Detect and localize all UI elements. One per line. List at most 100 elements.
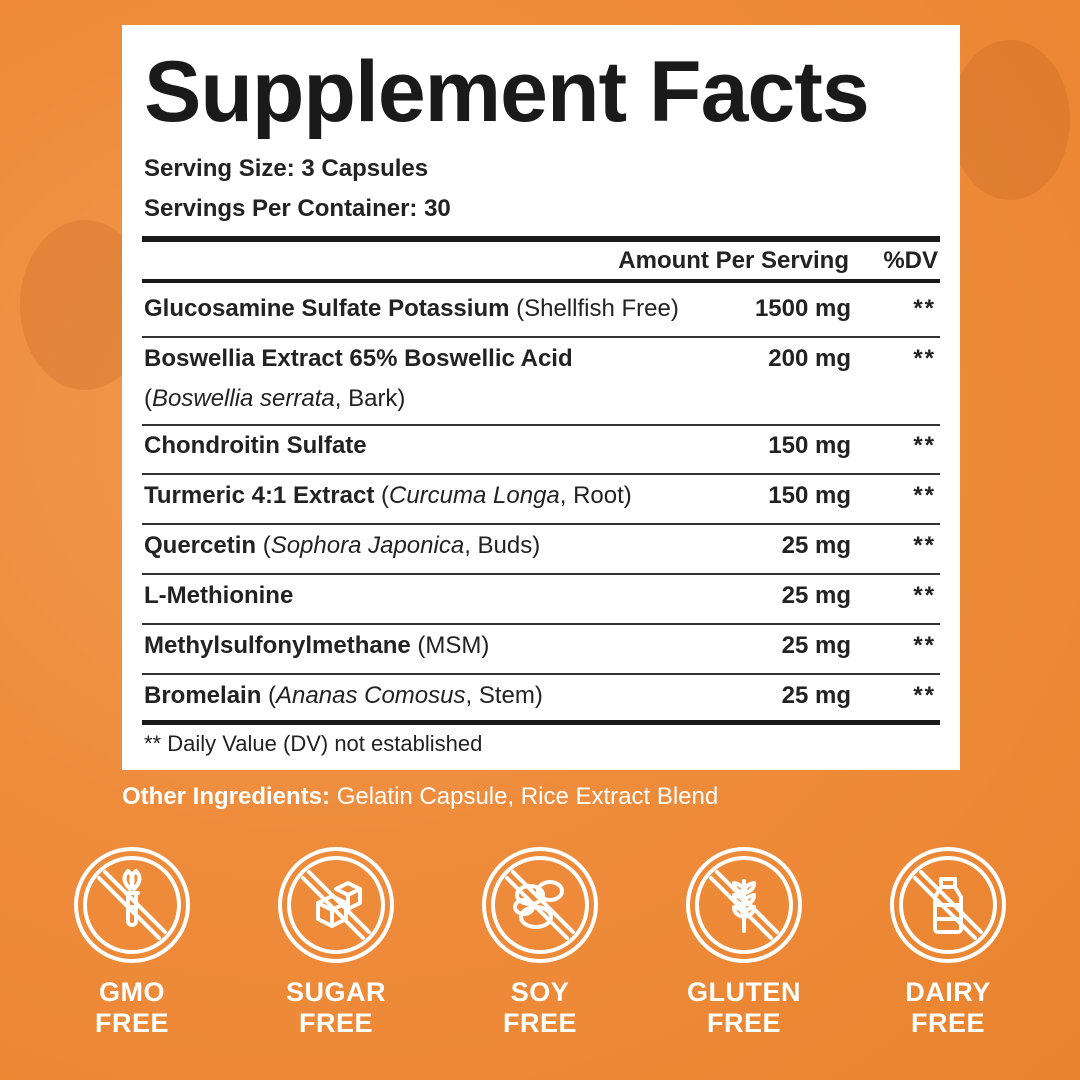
row-divider (142, 573, 940, 575)
servings-per-container: Servings Per Container: 30 (144, 195, 451, 222)
ingredient-dv: ** (913, 532, 936, 559)
badge-line2: FREE (910, 1008, 985, 1038)
ingredient-dv: ** (913, 345, 936, 372)
row-divider (142, 336, 940, 338)
ingredient-detail: , Stem) (465, 682, 543, 709)
ingredient-amount: 25 mg (781, 532, 851, 559)
ingredient-label: Bromelain (Ananas Comosus, Stem) (144, 682, 940, 710)
badge-gluten-free: GLUTEN FREE (679, 845, 809, 1039)
ingredient-row: Quercetin (Sophora Japonica, Buds) 25 mg *… (144, 532, 940, 560)
soy-free-icon (475, 845, 605, 965)
other-ingredients-label: Other Ingredients: (122, 783, 331, 810)
ingredient-amount: 25 mg (781, 582, 851, 609)
ingredient-name: Methylsulfonylmethane (144, 632, 411, 659)
header-dv: %DV (883, 247, 938, 274)
ingredient-source: (Boswellia serrata, Bark) (144, 385, 940, 413)
badge-line2: FREE (706, 1008, 781, 1038)
other-ingredients: Other Ingredients: Gelatin Capsule, Rice… (122, 783, 718, 811)
ingredient-detail: ( (256, 532, 271, 559)
ingredient-dv: ** (913, 482, 936, 509)
header-amount: Amount Per Serving (618, 247, 849, 274)
sugar-free-icon (271, 845, 401, 965)
badge-label: SOY FREE (475, 977, 605, 1039)
divider-bottom (142, 720, 940, 725)
row-divider (142, 523, 940, 525)
ingredient-amount: 25 mg (781, 632, 851, 659)
row-divider (142, 673, 940, 675)
ingredient-detail: ( (374, 482, 389, 509)
badge-sugar-free: SUGAR FREE (271, 845, 401, 1039)
ingredient-row: Turmeric 4:1 Extract (Curcuma Longa, Roo… (144, 482, 940, 510)
supplement-facts-panel: Supplement Facts Serving Size: 3 Capsule… (122, 25, 960, 770)
gmo-free-icon (67, 845, 197, 965)
ingredient-detail: ( (144, 385, 152, 412)
ingredient-label: L-Methionine (144, 582, 940, 610)
footnote: ** Daily Value (DV) not established (144, 731, 483, 756)
ingredient-amount: 150 mg (768, 432, 851, 459)
ingredient-name: Chondroitin Sulfate (144, 432, 367, 459)
dairy-free-icon (883, 845, 1013, 965)
ingredient-name: L-Methionine (144, 582, 294, 609)
ingredient-amount: 150 mg (768, 482, 851, 509)
ingredient-dv: ** (913, 432, 936, 459)
ingredient-name: Boswellia Extract 65% Boswellic Acid (144, 345, 573, 372)
ingredient-name: Bromelain (144, 682, 262, 709)
ingredient-amount: 1500 mg (754, 295, 851, 322)
ingredient-row: Bromelain (Ananas Comosus, Stem) 25 mg ** (144, 682, 940, 710)
ingredient-detail: , Bark) (334, 385, 406, 412)
ingredient-name: Glucosamine Sulfate Potassium (144, 295, 510, 322)
ingredient-dv: ** (913, 632, 936, 659)
ingredient-detail: Curcuma Longa (389, 482, 560, 509)
ingredient-label: Methylsulfonylmethane (MSM) (144, 632, 940, 660)
ingredient-detail: , Root) (559, 482, 632, 509)
row-divider (142, 424, 940, 426)
badge-line2: FREE (94, 1008, 169, 1038)
ingredient-name: Quercetin (144, 532, 257, 559)
badge-label: DAIRY FREE (883, 977, 1013, 1039)
ingredient-detail: Boswellia serrata (152, 385, 335, 412)
page-title: Supplement Facts (144, 44, 870, 140)
badge-line1: DAIRY (905, 977, 991, 1007)
serving-size: Serving Size: 3 Capsules (144, 155, 429, 182)
ingredient-dv: ** (913, 682, 936, 709)
badge-gmo-free: GMO FREE (67, 845, 197, 1039)
ingredient-row: Chondroitin Sulfate 150 mg ** (144, 432, 940, 460)
ingredient-row: Boswellia Extract 65% Boswellic Acid (Bos… (144, 345, 940, 413)
ingredient-detail: (Shellfish Free) (509, 295, 679, 322)
ingredient-label: Glucosamine Sulfate Potassium (Shellfish… (144, 295, 940, 323)
badge-line1: SUGAR (285, 977, 386, 1007)
ingredient-label: Chondroitin Sulfate (144, 432, 940, 460)
ingredient-dv: ** (913, 295, 936, 322)
ingredient-detail: ( (261, 682, 277, 709)
badge-label: GMO FREE (67, 977, 197, 1039)
ingredient-row: Glucosamine Sulfate Potassium (Shellfish… (144, 295, 940, 323)
row-divider (142, 473, 940, 475)
badge-label: GLUTEN FREE (679, 977, 809, 1039)
background-figure-right (950, 40, 1070, 200)
badge-line1: GLUTEN (687, 977, 801, 1007)
ingredient-row: Methylsulfonylmethane (MSM) 25 mg ** (144, 632, 940, 660)
ingredient-detail: Ananas Comosus (276, 682, 466, 709)
ingredient-row: L-Methionine 25 mg ** (144, 582, 940, 610)
badge-line2: FREE (502, 1008, 577, 1038)
badge-soy-free: SOY FREE (475, 845, 605, 1039)
ingredient-label: Turmeric 4:1 Extract (Curcuma Longa, Roo… (144, 482, 940, 510)
ingredient-amount: 25 mg (781, 682, 851, 709)
ingredient-dv: ** (913, 582, 936, 609)
ingredient-detail: (MSM) (410, 632, 490, 659)
ingredient-detail: , Buds) (464, 532, 541, 559)
other-ingredients-value: Gelatin Capsule, Rice Extract Blend (330, 783, 719, 810)
gluten-free-icon (679, 845, 809, 965)
ingredient-amount: 200 mg (768, 345, 851, 372)
badge-line1: SOY (510, 977, 570, 1007)
badge-dairy-free: DAIRY FREE (883, 845, 1013, 1039)
divider-thick (142, 236, 940, 242)
ingredient-detail: Sophora Japonica (270, 532, 465, 559)
divider-header (142, 279, 940, 283)
badge-label: SUGAR FREE (271, 977, 401, 1039)
ingredient-label: Quercetin (Sophora Japonica, Buds) (144, 532, 940, 560)
badge-line1: GMO (99, 977, 165, 1007)
row-divider (142, 623, 940, 625)
badge-line2: FREE (298, 1008, 373, 1038)
ingredient-name: Turmeric 4:1 Extract (144, 482, 375, 509)
